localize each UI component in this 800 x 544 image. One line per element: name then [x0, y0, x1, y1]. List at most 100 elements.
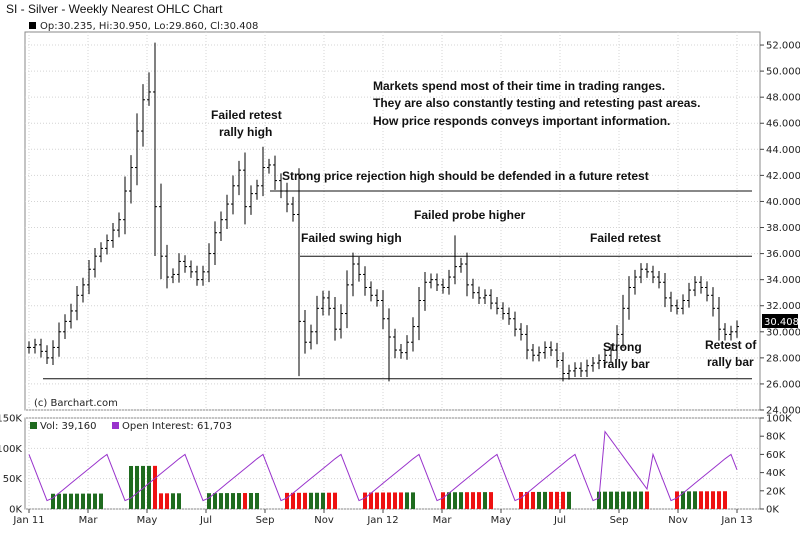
volume-bar [177, 493, 181, 509]
last-price-tag [762, 314, 798, 328]
volume-tick-label: 50K [3, 474, 23, 485]
price-tick-label: 24.000 [766, 406, 800, 417]
date-tick-label: Nov [668, 515, 688, 526]
price-tick-label: 46.000 [766, 119, 800, 130]
volume-bar [537, 491, 541, 509]
volume-bar [531, 491, 535, 509]
volume-bar [303, 492, 307, 509]
volume-bar [597, 491, 601, 509]
oi-tick-label: 60K [766, 450, 786, 461]
volume-bar [369, 492, 373, 509]
open-interest-axis-ticks: 0K 20K 40K 60K 80K 100K [760, 414, 792, 516]
oi-tick-label: 40K [766, 468, 786, 479]
volume-bar [243, 493, 247, 509]
volume-legend-marker [30, 422, 37, 429]
annotation-rally-bar-2: rally bar [707, 355, 754, 369]
price-axis-ticks: 24.000 26.000 28.000 30.000 32.000 34.000 36.0… [760, 41, 800, 417]
volume-bar [285, 492, 289, 509]
volume-gridlines [25, 417, 760, 510]
volume-bar [75, 493, 79, 509]
volume-bar [627, 491, 631, 509]
annotation-ranges-1: Markets spend most of their time in trad… [373, 79, 665, 93]
volume-bar [561, 491, 565, 509]
volume-bar [63, 493, 67, 509]
copyright-credit: (c) Barchart.com [34, 398, 118, 409]
volume-bar [405, 492, 409, 509]
date-tick-label: May [491, 515, 512, 526]
volume-bar [291, 492, 295, 509]
volume-bar [309, 492, 313, 509]
volume-bar [387, 492, 391, 509]
volume-bar [99, 493, 103, 509]
volume-bar [297, 492, 301, 509]
volume-bar [675, 491, 679, 509]
volume-bars [51, 465, 727, 509]
volume-bar [255, 492, 259, 509]
volume-bar [477, 492, 481, 509]
ohlc-bars [27, 42, 739, 382]
volume-bar [207, 493, 211, 509]
oi-legend-marker [112, 422, 119, 429]
date-tick-label: Jan 11 [12, 515, 44, 526]
volume-bar [219, 493, 223, 509]
ohlc-header-values: Op:30.235, Hi:30.950, Lo:29.860, Cl:30.4… [40, 21, 258, 32]
annotation-failed-retest-1: Failed retest [211, 108, 282, 122]
volume-bar [141, 465, 145, 509]
annotation-failed-retest-2: Failed retest [590, 231, 661, 245]
oi-tick-label: 20K [766, 486, 786, 497]
volume-bar [129, 465, 133, 509]
price-legend-marker [29, 22, 36, 29]
price-gridlines [25, 44, 760, 411]
volume-bar [393, 492, 397, 509]
volume-bar [549, 491, 553, 509]
date-tick-label: May [137, 515, 158, 526]
volume-bar [555, 491, 559, 509]
volume-bar [411, 492, 415, 509]
volume-bar [621, 491, 625, 509]
price-tick-label: 30.000 [766, 327, 800, 338]
volume-bar [249, 493, 253, 509]
date-tick-label: Jul [199, 515, 212, 526]
oi-tick-label: 80K [766, 432, 786, 443]
volume-bar [159, 493, 163, 509]
annotations: Markets spend most of their time in trad… [211, 79, 757, 371]
annotation-ranges-3: How price responds conveys important inf… [373, 114, 670, 128]
date-tick-label: Sep [610, 515, 629, 526]
volume-bar [567, 491, 571, 509]
price-tick-label: 44.000 [766, 145, 800, 156]
volume-bar [711, 491, 715, 509]
volume-bar [321, 492, 325, 509]
volume-bar [231, 493, 235, 509]
volume-bar [51, 493, 55, 509]
volume-bar [603, 491, 607, 509]
volume-bar [147, 465, 151, 509]
open-interest-legend: Open Interest: 61,703 [122, 421, 232, 432]
volume-bar [93, 493, 97, 509]
volume-bar [87, 493, 91, 509]
date-tick-label: Jul [553, 515, 566, 526]
volume-bar [327, 492, 331, 509]
volume-bar [693, 491, 697, 509]
volume-bar [717, 491, 721, 509]
volume-legend: Vol: 39,160 [40, 421, 97, 432]
price-tick-label: 52.000 [766, 41, 800, 52]
volume-bar [135, 465, 139, 509]
annotation-retest-of: Retest of [705, 338, 757, 352]
date-tick-label: Nov [314, 515, 334, 526]
date-tick-label: Mar [433, 515, 453, 526]
volume-bar [153, 465, 157, 509]
volume-bar [543, 491, 547, 509]
volume-tick-label: 150K [0, 414, 22, 425]
price-tick-label: 42.000 [766, 171, 800, 182]
date-tick-label: Sep [256, 515, 275, 526]
volume-bar [171, 493, 175, 509]
volume-bar [375, 492, 379, 509]
annotation-failed-swing: Failed swing high [301, 231, 402, 245]
volume-bar [525, 491, 529, 509]
volume-bar [447, 492, 451, 509]
reference-lines [43, 190, 752, 380]
price-tick-label: 50.000 [766, 67, 800, 78]
last-price-label: 30.408 [764, 317, 799, 328]
volume-bar [363, 492, 367, 509]
volume-bar [237, 493, 241, 509]
